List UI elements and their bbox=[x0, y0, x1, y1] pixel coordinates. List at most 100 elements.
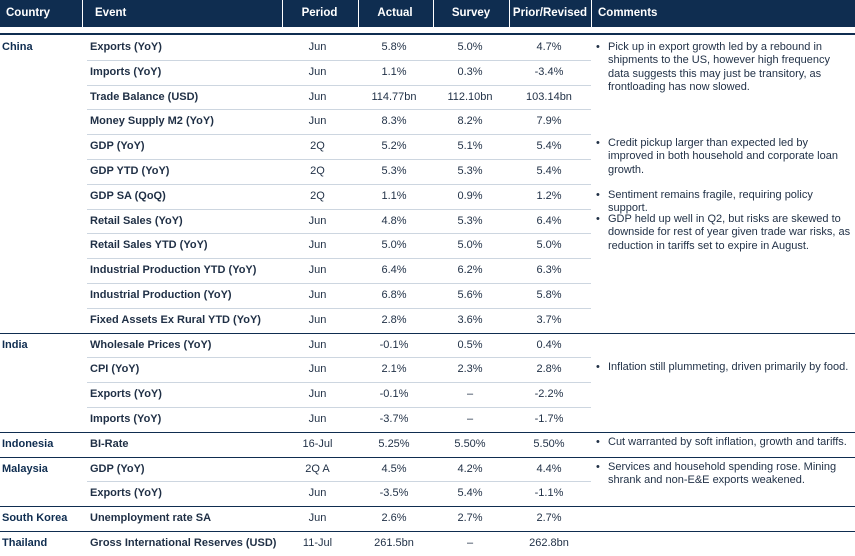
survey-cell: 5.3% bbox=[457, 165, 483, 177]
survey-cell: 3.6% bbox=[457, 313, 483, 326]
event-cell: GDP YTD (YoY) bbox=[90, 165, 170, 177]
table-row: GDP YTD (YoY) 2Q 5.3% 5.3% 5.4% bbox=[0, 159, 855, 184]
actual-cell: 5.2% bbox=[381, 140, 407, 153]
prior-cell: 5.8% bbox=[536, 289, 562, 301]
event-cell: GDP (YoY) bbox=[90, 462, 145, 475]
period-cell: Jun bbox=[308, 90, 327, 103]
survey-cell: 112.10bn bbox=[447, 90, 493, 103]
period-cell: Jun bbox=[308, 363, 327, 376]
comment-text: Cut warranted by soft inflation, growth … bbox=[608, 436, 847, 448]
prior-cell: 5.50% bbox=[533, 437, 565, 450]
survey-cell: 5.4% bbox=[457, 487, 483, 500]
country-cell: China bbox=[2, 41, 33, 53]
comment-item: • Sentiment remains fragile, requiring po… bbox=[596, 189, 854, 216]
event-cell: Retail Sales YTD (YoY) bbox=[90, 239, 208, 252]
header-survey: Survey bbox=[451, 7, 491, 19]
table-row: Imports (YoY) Jun 1.1% 0.3% -3.4% bbox=[0, 60, 855, 85]
comment-item: • Pick up in export growth led by a rebou… bbox=[596, 41, 854, 95]
prior-cell: 1.2% bbox=[536, 189, 562, 202]
table-row: Money Supply M2 (YoY) Jun 8.3% 8.2% 7.9% bbox=[0, 109, 855, 134]
table-row: GDP SA (QoQ) 2Q 1.1% 0.9% 1.2% bbox=[0, 184, 855, 209]
bullet-icon: • bbox=[596, 41, 600, 53]
header-comments: Comments bbox=[598, 7, 658, 19]
prior-cell: 2.8% bbox=[536, 363, 562, 376]
table-row: Industrial Production YTD (YoY) Jun 6.4% 6.… bbox=[0, 258, 855, 283]
comment-text: Credit pickup larger than expected led b… bbox=[608, 137, 838, 176]
survey-cell: 0.3% bbox=[457, 65, 483, 78]
row-divider bbox=[87, 60, 591, 61]
table-header: Country Event Period Actual Survey Prior… bbox=[0, 0, 855, 27]
table-row: Retail Sales (YoY) Jun 4.8% 5.3% 6.4% bbox=[0, 209, 855, 234]
survey-cell: – bbox=[466, 388, 474, 401]
row-divider bbox=[87, 209, 591, 210]
row-divider bbox=[87, 357, 591, 358]
table-row: GDP (YoY) 2Q 5.2% 5.1% 5.4% bbox=[0, 134, 855, 159]
event-cell: Exports (YoY) bbox=[90, 41, 162, 53]
survey-cell: 6.2% bbox=[457, 264, 483, 277]
survey-cell: 2.3% bbox=[457, 363, 483, 376]
actual-cell: -3.5% bbox=[379, 487, 409, 500]
period-cell: Jun bbox=[308, 512, 327, 525]
table-row: India Wholesale Prices (YoY) Jun -0.1% 0.5% 0… bbox=[0, 333, 855, 358]
row-divider bbox=[87, 308, 591, 309]
table-row: Exports (YoY) Jun -3.5% 5.4% -1.1% bbox=[0, 481, 855, 506]
actual-cell: 1.1% bbox=[381, 189, 407, 202]
period-cell: 2Q A bbox=[305, 462, 330, 475]
event-cell: Industrial Production YTD (YoY) bbox=[90, 264, 257, 277]
header-divider bbox=[82, 0, 83, 27]
header-actual: Actual bbox=[377, 7, 413, 19]
group-divider bbox=[0, 506, 855, 507]
event-cell: CPI (YoY) bbox=[90, 363, 140, 376]
period-cell: Jun bbox=[308, 487, 327, 500]
period-cell: Jun bbox=[308, 239, 327, 252]
header-underline bbox=[0, 33, 855, 35]
row-divider bbox=[87, 233, 591, 234]
header-country: Country bbox=[6, 7, 51, 19]
table-row: Thailand Gross International Reserves (US… bbox=[0, 531, 855, 556]
bullet-icon: • bbox=[596, 436, 600, 448]
row-divider bbox=[87, 159, 591, 160]
actual-cell: 4.8% bbox=[381, 214, 407, 227]
actual-cell: 5.0% bbox=[381, 239, 407, 252]
prior-cell: -1.7% bbox=[534, 413, 564, 425]
table-row: South Korea Unemployment rate SA Jun 2.6% 2.… bbox=[0, 506, 855, 531]
comment-item: • GDP held up well in Q2, but risks are s… bbox=[596, 213, 854, 253]
row-divider bbox=[87, 109, 591, 110]
actual-cell: -0.1% bbox=[379, 338, 409, 351]
event-cell: Gross International Reserves (USD) bbox=[90, 537, 277, 549]
country-cell: South Korea bbox=[2, 512, 68, 525]
table-row: Malaysia GDP (YoY) 2Q A 4.5% 4.2% 4.4% bbox=[0, 457, 855, 482]
comment-text: Pick up in export growth led by a reboun… bbox=[608, 41, 830, 94]
header-divider bbox=[282, 0, 283, 27]
actual-cell: 5.8% bbox=[381, 41, 407, 53]
table-row: Trade Balance (USD) Jun 114.77bn 112.10bn 10… bbox=[0, 85, 855, 110]
row-divider bbox=[87, 481, 591, 482]
period-cell: Jun bbox=[308, 413, 327, 425]
row-divider bbox=[87, 258, 591, 259]
survey-cell: 0.9% bbox=[457, 189, 483, 202]
period-cell: Jun bbox=[308, 115, 327, 128]
period-cell: Jun bbox=[308, 388, 327, 401]
survey-cell: 5.0% bbox=[457, 239, 483, 252]
event-cell: Retail Sales (YoY) bbox=[90, 214, 183, 227]
header-divider bbox=[509, 0, 510, 27]
actual-cell: 1.1% bbox=[381, 65, 407, 78]
row-divider bbox=[87, 184, 591, 185]
prior-cell: 6.3% bbox=[536, 264, 562, 277]
event-cell: BI-Rate bbox=[90, 437, 129, 450]
period-cell: Jun bbox=[308, 338, 327, 351]
bullet-icon: • bbox=[596, 213, 600, 225]
period-cell: Jun bbox=[308, 65, 327, 78]
period-cell: Jun bbox=[308, 313, 327, 326]
header-event: Event bbox=[95, 7, 127, 19]
bullet-icon: • bbox=[596, 461, 600, 473]
event-cell: Trade Balance (USD) bbox=[90, 90, 199, 103]
country-cell: Malaysia bbox=[2, 462, 48, 475]
row-divider bbox=[87, 382, 591, 383]
survey-cell: 5.3% bbox=[457, 214, 483, 227]
comment-item: • Services and household spending rose. M… bbox=[596, 461, 854, 488]
group-divider bbox=[0, 432, 855, 433]
survey-cell: 2.7% bbox=[457, 512, 483, 525]
survey-cell: 4.2% bbox=[457, 462, 483, 475]
